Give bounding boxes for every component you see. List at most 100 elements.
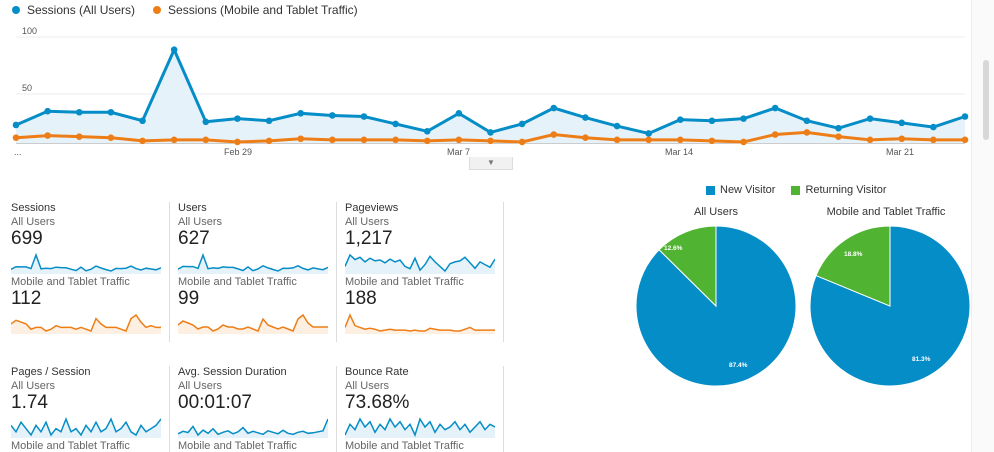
y-tick-100: 100 [22, 26, 37, 36]
point-mobile-19[interactable] [613, 136, 621, 144]
point-all-users-1[interactable] [44, 107, 51, 115]
point-mobile-2[interactable] [75, 133, 83, 140]
point-all-users-3[interactable] [107, 108, 115, 116]
point-mobile-21[interactable] [677, 136, 684, 144]
metric-pages-per-session[interactable]: Pages / Session All Users 1.74 Mobile an… [11, 366, 161, 452]
chart-legend: Sessions (All Users) Sessions (Mobile an… [12, 3, 358, 17]
point-mobile-7[interactable] [234, 138, 241, 146]
point-mobile-4[interactable] [139, 137, 146, 145]
legend-label-returning: Returning Visitor [805, 184, 887, 196]
point-all-users-22[interactable] [708, 117, 716, 125]
scrollbar[interactable] [971, 0, 994, 452]
point-mobile-23[interactable] [740, 138, 747, 146]
point-all-users-12[interactable] [392, 120, 399, 128]
metric-divider [169, 202, 170, 342]
point-mobile-26[interactable] [835, 133, 842, 140]
scrollbar-thumb[interactable] [983, 60, 989, 140]
legend-item-mobile[interactable]: Sessions (Mobile and Tablet Traffic) [153, 3, 358, 17]
point-mobile-30[interactable] [961, 136, 969, 144]
point-all-users-27[interactable] [866, 115, 874, 122]
metric-pageviews[interactable]: Pageviews All Users 1,217 Mobile and Tab… [345, 202, 495, 334]
metric-value-all: 00:01:07 [178, 392, 252, 413]
chart-collapse-button[interactable]: ▼ [469, 157, 513, 170]
point-mobile-10[interactable] [329, 136, 336, 144]
metric-users[interactable]: Users All Users 627 Mobile and Tablet Tr… [178, 202, 328, 334]
legend-item-new-visitor[interactable]: New Visitor [706, 184, 775, 196]
point-all-users-5[interactable] [170, 46, 178, 54]
sparkline-mobile [11, 313, 161, 334]
point-all-users-4[interactable] [139, 117, 146, 125]
point-all-users-18[interactable] [582, 114, 589, 121]
point-all-users-13[interactable] [423, 128, 431, 135]
point-all-users-2[interactable] [75, 108, 83, 116]
pie-label-returning: 18.8% [844, 251, 863, 258]
point-mobile-0[interactable] [12, 134, 20, 141]
legend-item-all-users[interactable]: Sessions (All Users) [12, 3, 135, 17]
sparkline-all [345, 417, 495, 438]
sparkline-area [345, 419, 495, 438]
visitor-type-legend: New Visitor Returning Visitor [706, 184, 887, 196]
metric-avg-session-duration[interactable]: Avg. Session Duration All Users 00:01:07… [178, 366, 328, 452]
point-mobile-16[interactable] [518, 138, 526, 146]
point-mobile-28[interactable] [898, 135, 906, 143]
point-mobile-17[interactable] [550, 131, 558, 138]
point-all-users-9[interactable] [297, 110, 305, 117]
legend-label-all-users: Sessions (All Users) [27, 3, 136, 17]
point-all-users-15[interactable] [487, 129, 494, 136]
point-mobile-29[interactable] [930, 136, 937, 144]
point-all-users-30[interactable] [961, 113, 969, 120]
metric-value-mobile: 99 [178, 288, 200, 309]
point-mobile-24[interactable] [771, 131, 779, 138]
point-mobile-13[interactable] [423, 137, 431, 145]
metric-divider [503, 202, 504, 342]
metric-segment-all: All Users [178, 380, 223, 392]
point-all-users-7[interactable] [234, 115, 241, 122]
point-all-users-10[interactable] [329, 112, 336, 119]
sparkline-line [345, 313, 495, 332]
point-mobile-12[interactable] [392, 136, 399, 144]
series-group [12, 46, 969, 146]
point-all-users-16[interactable] [518, 120, 526, 128]
metric-value-all: 1.74 [11, 392, 48, 413]
point-all-users-8[interactable] [265, 117, 273, 125]
point-mobile-18[interactable] [582, 134, 589, 141]
point-mobile-3[interactable] [107, 134, 115, 141]
point-mobile-27[interactable] [866, 136, 874, 144]
point-all-users-0[interactable] [12, 121, 20, 129]
point-all-users-6[interactable] [202, 118, 210, 126]
metric-bounce-rate[interactable]: Bounce Rate All Users 73.68% Mobile and … [345, 366, 495, 452]
point-mobile-20[interactable] [645, 136, 652, 144]
x-tick-mar7: Mar 7 [447, 147, 470, 157]
point-all-users-23[interactable] [740, 115, 747, 122]
pie-slice-returning-visitor[interactable] [658, 225, 717, 308]
point-all-users-14[interactable] [455, 110, 463, 117]
point-mobile-8[interactable] [265, 137, 273, 145]
point-all-users-17[interactable] [550, 104, 558, 112]
sparkline-line [345, 417, 495, 438]
point-all-users-26[interactable] [835, 124, 842, 132]
metric-segment-all: All Users [345, 380, 390, 392]
point-all-users-21[interactable] [677, 116, 684, 123]
point-all-users-25[interactable] [803, 117, 811, 125]
point-mobile-9[interactable] [297, 135, 305, 143]
point-mobile-14[interactable] [455, 136, 463, 144]
point-mobile-15[interactable] [487, 137, 494, 145]
point-mobile-11[interactable] [360, 136, 368, 144]
point-mobile-22[interactable] [708, 137, 716, 145]
point-all-users-29[interactable] [930, 123, 937, 131]
point-all-users-28[interactable] [898, 119, 906, 127]
point-mobile-6[interactable] [202, 136, 210, 144]
point-all-users-20[interactable] [645, 130, 652, 137]
point-all-users-19[interactable] [613, 122, 621, 130]
pie-slice-returning-visitor[interactable] [815, 225, 891, 307]
point-all-users-24[interactable] [771, 104, 779, 112]
point-mobile-1[interactable] [44, 132, 51, 139]
legend-item-returning-visitor[interactable]: Returning Visitor [791, 184, 887, 196]
point-mobile-25[interactable] [803, 129, 811, 136]
point-all-users-11[interactable] [360, 113, 368, 120]
metric-sessions[interactable]: Sessions All Users 699 Mobile and Tablet… [11, 202, 161, 334]
sparkline-area [178, 419, 328, 438]
point-mobile-5[interactable] [170, 136, 178, 144]
sparkline-line [345, 253, 495, 273]
metric-value-all: 1,217 [345, 228, 393, 249]
